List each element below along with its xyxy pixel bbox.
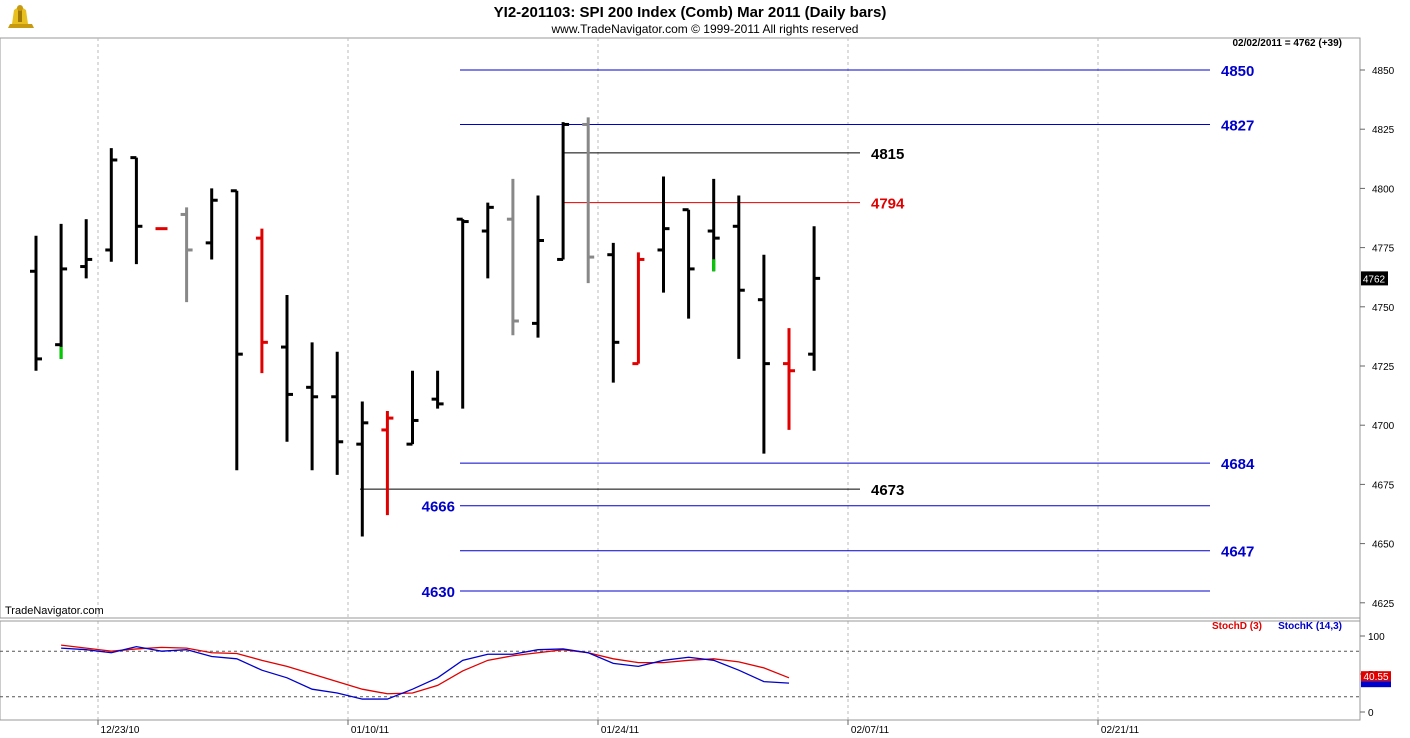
y-tick-label: 4800 bbox=[1372, 184, 1395, 195]
level-label: 4815 bbox=[871, 146, 904, 163]
ohlc-bar bbox=[456, 217, 469, 409]
stochastic-last-badge: 40.55 bbox=[1361, 671, 1391, 688]
chart-title: YI2-201103: SPI 200 Index (Comb) Mar 201… bbox=[494, 4, 887, 21]
ohlc-bar bbox=[557, 122, 570, 261]
ohlc-bar bbox=[180, 207, 193, 303]
level-label: 4794 bbox=[871, 196, 905, 213]
x-gridlines bbox=[97, 38, 1099, 720]
ohlc-bar bbox=[306, 342, 319, 471]
y-tick-label: 4825 bbox=[1372, 125, 1395, 136]
ohlc-bar bbox=[80, 219, 93, 279]
stochastic-lines bbox=[61, 644, 790, 700]
ohlc-bar bbox=[506, 178, 519, 336]
x-axis-labels: 12/23/10 01/10/11 01/24/11 02/07/11 02/21/11 bbox=[97, 720, 1140, 736]
ohlc-bar bbox=[230, 189, 243, 471]
level-label: 4673 bbox=[871, 482, 904, 499]
price-axis-ticks: 4850 4825 4800 4775 4750 4725 4700 4675 4650 4625 bbox=[1360, 66, 1395, 610]
stoch-legend-entry: StochK (14,3) bbox=[1278, 621, 1342, 632]
ohlc-bar bbox=[757, 254, 770, 454]
stoch-series-line bbox=[61, 644, 790, 695]
ohlc-bar bbox=[632, 252, 645, 366]
ohlc-bar bbox=[431, 370, 444, 409]
ohlc-bar bbox=[30, 235, 42, 371]
ohlc-bar bbox=[732, 195, 745, 359]
stoch-badge-red bbox=[1361, 671, 1391, 682]
level-label: 4666 bbox=[422, 499, 455, 516]
ohlc-bar bbox=[406, 370, 419, 446]
ohlc-bar bbox=[55, 223, 68, 359]
ohlc-bar bbox=[381, 410, 394, 516]
x-tick-label: 02/07/11 bbox=[851, 725, 890, 736]
ohlc-bar bbox=[105, 148, 118, 262]
ohlc-bar bbox=[331, 351, 344, 475]
last-price-badge: 4762 bbox=[1361, 271, 1388, 286]
y-tick-label: 4750 bbox=[1372, 303, 1395, 314]
stoch-badge-text: 40.55 bbox=[1363, 672, 1388, 683]
stochastic-panel-frame bbox=[0, 620, 1361, 721]
level-label: 4850 bbox=[1221, 63, 1254, 80]
ohlc-bar bbox=[607, 242, 620, 383]
y-tick-label: 4700 bbox=[1372, 421, 1395, 432]
brand-label: TradeNavigator.com bbox=[5, 605, 104, 617]
y-tick-label: 4725 bbox=[1372, 362, 1395, 373]
copyright-subtitle: www.TradeNavigator.com © 1999-2011 All r… bbox=[551, 22, 859, 36]
ohlc-bar bbox=[281, 294, 293, 442]
stochastic-reference-lines bbox=[0, 650, 1360, 698]
x-tick-label: 01/10/11 bbox=[351, 725, 390, 736]
level-label: 4647 bbox=[1221, 544, 1254, 561]
ohlc-bar bbox=[582, 117, 595, 284]
y-tick-label: 4675 bbox=[1372, 480, 1395, 491]
y-tick-label: 4650 bbox=[1372, 540, 1395, 551]
ohlc-bars bbox=[30, 117, 821, 537]
ohlc-bar bbox=[255, 228, 268, 374]
ohlc-bar bbox=[707, 178, 720, 272]
last-price-badge-box bbox=[1361, 271, 1388, 286]
stoch-tick-label: 100 bbox=[1368, 632, 1385, 643]
level-lines: 4850 4827 4815 4794 4684 4673 4666 4647 4630 bbox=[360, 63, 1255, 601]
y-tick-label: 4625 bbox=[1372, 599, 1395, 610]
stoch-tick-label: 0 bbox=[1368, 708, 1374, 719]
ohlc-bar bbox=[205, 188, 218, 260]
y-tick-label: 4775 bbox=[1372, 244, 1395, 255]
last-price-badge-text: 4762 bbox=[1363, 274, 1386, 285]
level-label: 4630 bbox=[422, 584, 455, 601]
ohlc-bar bbox=[808, 226, 821, 371]
ohlc-bar bbox=[657, 176, 670, 293]
level-label: 4827 bbox=[1221, 117, 1254, 134]
logo-icon bbox=[4, 2, 38, 34]
x-tick-label: 01/24/11 bbox=[601, 725, 640, 736]
x-tick-label: 02/21/11 bbox=[1101, 725, 1140, 736]
stoch-legend-entry: StochD (3) bbox=[1212, 621, 1262, 632]
last-price-info: 02/02/2011 = 4762 (+39) bbox=[1232, 38, 1342, 49]
ohlc-bar bbox=[356, 401, 369, 537]
stoch-badge-blue bbox=[1361, 681, 1391, 688]
ohlc-bar bbox=[682, 208, 695, 319]
ohlc-bar bbox=[783, 328, 795, 430]
stoch-series-line bbox=[61, 645, 790, 700]
stochastic-legend: StochD (3) StochK (14,3) bbox=[1212, 621, 1342, 632]
ohlc-bar bbox=[130, 156, 143, 265]
ohlc-bar bbox=[532, 195, 544, 338]
price-panel-frame bbox=[0, 37, 1361, 619]
x-tick-label: 12/23/10 bbox=[101, 725, 140, 736]
level-label: 4684 bbox=[1221, 456, 1255, 473]
y-tick-label: 4850 bbox=[1372, 66, 1395, 77]
ohlc-bar bbox=[481, 202, 494, 279]
